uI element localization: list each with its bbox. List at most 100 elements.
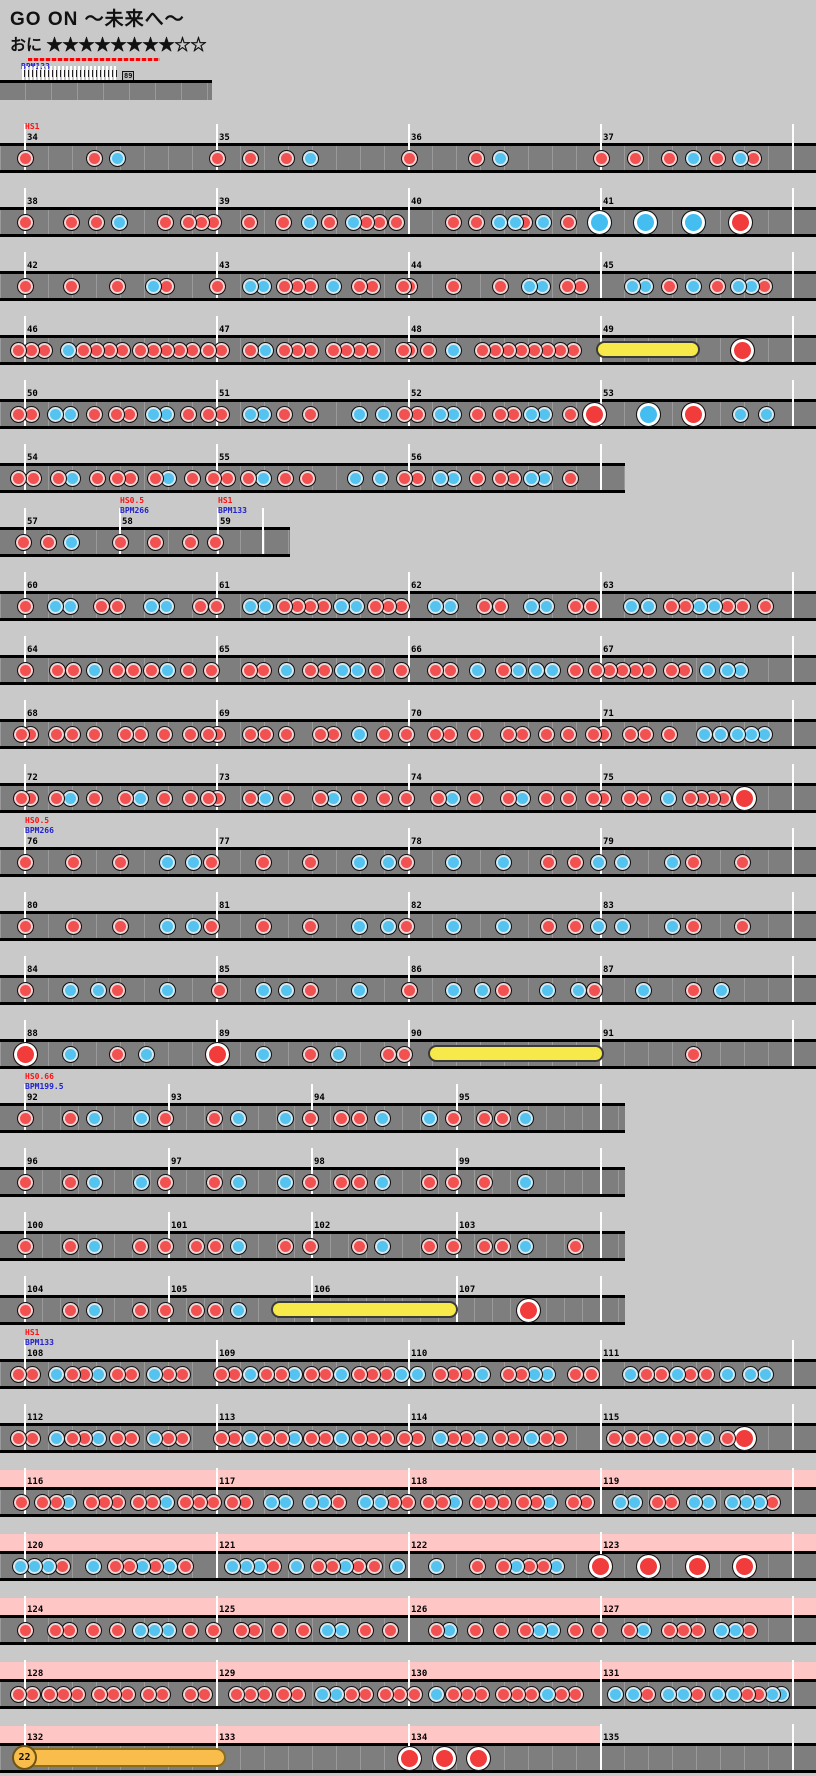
don-note [131, 1301, 149, 1319]
don-note [111, 533, 129, 551]
ka-note [332, 597, 350, 615]
measure-divider [216, 636, 218, 682]
don-note [208, 149, 226, 167]
ka-note [47, 1365, 65, 1383]
don-note [191, 597, 209, 615]
don-note [441, 661, 459, 679]
ka-note [444, 853, 462, 871]
measure-number: 61 [219, 581, 230, 591]
don-note [660, 277, 678, 295]
ka-note [427, 1557, 445, 1575]
measure-divider [408, 956, 410, 1002]
don-note [419, 1493, 437, 1511]
measure-divider [600, 1020, 602, 1066]
ka-note [373, 1109, 391, 1127]
ka-note [757, 405, 775, 423]
don-note [204, 1621, 222, 1639]
don-note [156, 1173, 174, 1191]
ka-note [300, 213, 318, 231]
don-note [684, 981, 702, 999]
ka-note [108, 149, 126, 167]
ka-note [347, 597, 365, 615]
ka-note [287, 1557, 305, 1575]
don-note [499, 789, 517, 807]
measure-number: 114 [411, 1413, 428, 1423]
measure-number: 71 [603, 709, 614, 719]
measure-number: 133 [219, 1733, 236, 1743]
don-note [16, 917, 34, 935]
ka-note [538, 981, 556, 999]
don-note [394, 341, 412, 359]
ka-note [659, 789, 677, 807]
don-note [387, 213, 405, 231]
measure-number: 76 [27, 837, 38, 847]
don-note [270, 1621, 288, 1639]
don-note [420, 1173, 438, 1191]
ka-note [622, 597, 640, 615]
don-note [582, 597, 600, 615]
don-note [561, 469, 579, 487]
measure-number: 124 [27, 1605, 44, 1615]
don-note [199, 725, 217, 743]
don-note [566, 597, 584, 615]
ka-note [145, 1429, 163, 1447]
don-note [475, 1173, 493, 1191]
measure-number: 72 [27, 773, 38, 783]
don-note [9, 1365, 27, 1383]
hs-value: HS1 [218, 496, 233, 505]
don-note [491, 469, 509, 487]
ka-note [537, 597, 555, 615]
measure-number: 94 [314, 1093, 325, 1103]
ka-note [634, 981, 652, 999]
measure-divider [456, 1084, 458, 1130]
ka-note [684, 149, 702, 167]
don-note [272, 1429, 290, 1447]
don-note [491, 597, 509, 615]
don-note [64, 853, 82, 871]
measure-number: 101 [171, 1221, 188, 1231]
measure-number: 46 [27, 325, 38, 335]
measure-divider [216, 1660, 218, 1706]
big-don-note [731, 1553, 757, 1579]
don-note [33, 1493, 51, 1511]
ka-note [46, 405, 64, 423]
big-don-note [684, 1553, 710, 1579]
don-note [468, 405, 486, 423]
don-note [208, 277, 226, 295]
don-note [320, 213, 338, 231]
don-note [684, 853, 702, 871]
don-note [63, 1365, 81, 1383]
don-note [9, 341, 27, 359]
difficulty-line: おに ★★★★★★★★☆☆ [10, 31, 206, 55]
don-note [444, 1173, 462, 1191]
big-don-note [515, 1297, 541, 1323]
ka-note [131, 789, 149, 807]
ka-note [350, 853, 368, 871]
don-note [537, 725, 555, 743]
measure-number: 103 [459, 1221, 476, 1231]
don-note [108, 1045, 126, 1063]
measure-divider [600, 1148, 602, 1194]
ka-note [142, 597, 160, 615]
don-note [537, 789, 555, 807]
don-note [64, 661, 82, 679]
don-note [39, 533, 57, 551]
don-note [199, 341, 217, 359]
don-note [12, 789, 30, 807]
don-note [239, 469, 257, 487]
don-note [301, 1045, 319, 1063]
don-note [9, 469, 27, 487]
ka-note [408, 1365, 426, 1383]
measure-number: 125 [219, 1605, 236, 1615]
measure-number: 89 [219, 1029, 230, 1039]
measure-divider [216, 572, 218, 618]
measure-number: 73 [219, 773, 230, 783]
measure-divider [24, 956, 26, 1002]
ka-note [674, 1685, 692, 1703]
measure-number: 112 [27, 1413, 44, 1423]
measure-divider [24, 1532, 26, 1578]
hs-value: HS1 [25, 122, 40, 131]
ka-note [254, 469, 272, 487]
ka-note [47, 1429, 65, 1447]
don-note [444, 213, 462, 231]
